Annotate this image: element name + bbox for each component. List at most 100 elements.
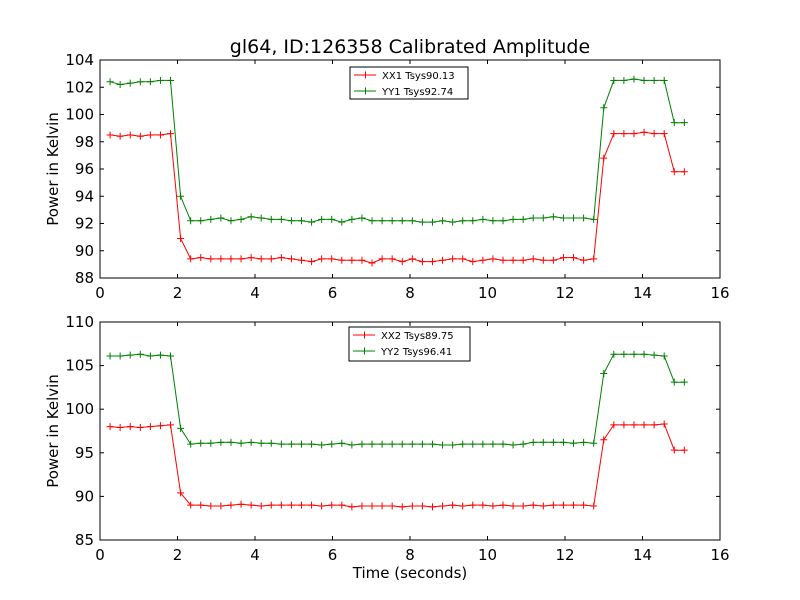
- data-point: [207, 439, 215, 447]
- data-point: [590, 255, 598, 263]
- data-point: [328, 440, 336, 448]
- data-point: [680, 168, 688, 176]
- data-point: [398, 217, 406, 225]
- data-point: [439, 217, 447, 225]
- data-point: [580, 501, 588, 509]
- data-point: [318, 502, 326, 510]
- data-point: [298, 440, 305, 448]
- series-line-1-0: [110, 423, 685, 508]
- data-point: [439, 502, 447, 510]
- data-point: [227, 438, 235, 446]
- data-point: [126, 131, 134, 139]
- data-point: [660, 420, 668, 428]
- data-point: [106, 352, 114, 360]
- series-line-0-0: [110, 131, 685, 264]
- data-point: [590, 215, 598, 223]
- data-point: [136, 132, 144, 140]
- x-tick-label: 10: [478, 284, 497, 302]
- legend-label: YY2 Tsys96.41: [380, 347, 452, 358]
- data-point: [590, 502, 598, 510]
- data-point: [630, 350, 638, 358]
- x-tick-label: 14: [633, 546, 652, 564]
- data-point: [368, 440, 376, 448]
- data-point: [298, 501, 305, 509]
- y-tick-label: 102: [65, 78, 94, 96]
- data-point: [197, 439, 205, 447]
- data-point: [650, 130, 658, 138]
- data-point: [620, 130, 628, 138]
- data-point: [590, 439, 598, 447]
- chart-top: 0 2 4 6 8 10 12 14 16 88 90 92 94 96 98 100 102 104 Power …: [44, 51, 730, 302]
- y-tick-label: 100: [65, 106, 94, 124]
- data-point: [680, 446, 688, 454]
- data-point: [529, 255, 537, 263]
- data-point: [570, 254, 578, 262]
- data-point: [469, 501, 477, 509]
- data-point: [509, 441, 517, 449]
- legend-marker: [362, 87, 369, 95]
- data-point: [237, 215, 245, 223]
- data-point: [267, 501, 275, 509]
- data-point: [640, 76, 648, 84]
- data-point: [650, 76, 658, 84]
- data-point: [217, 438, 225, 446]
- data-point: [650, 351, 658, 359]
- y-axis-label: Power in Kelvin: [44, 112, 62, 226]
- data-point: [247, 501, 255, 509]
- data-point: [489, 502, 497, 510]
- data-point: [580, 214, 588, 222]
- x-tick-label: 16: [710, 546, 729, 564]
- data-point: [549, 501, 557, 509]
- data-point: [650, 421, 658, 429]
- data-point: [267, 255, 275, 263]
- data-point: [358, 440, 366, 448]
- data-point: [459, 217, 467, 225]
- data-point: [237, 500, 245, 508]
- data-point: [408, 217, 416, 225]
- data-point: [670, 446, 678, 454]
- data-point: [620, 350, 628, 358]
- data-point: [197, 501, 205, 509]
- data-point: [469, 258, 477, 266]
- figure-title: gl64, ID:126358 Calibrated Amplitude: [230, 36, 590, 58]
- x-tick-label: 12: [555, 284, 574, 302]
- data-point: [570, 439, 578, 447]
- data-point: [610, 76, 618, 84]
- data-point: [559, 254, 567, 262]
- data-point: [680, 119, 688, 127]
- data-point: [378, 217, 386, 225]
- data-point: [106, 131, 114, 139]
- data-point: [227, 217, 235, 225]
- data-point: [207, 502, 215, 510]
- data-point: [378, 255, 386, 263]
- data-point: [428, 258, 436, 266]
- data-point: [549, 256, 557, 264]
- data-point: [177, 489, 185, 497]
- data-point: [449, 255, 457, 263]
- y-tick-label: 98: [75, 133, 94, 151]
- data-point: [146, 352, 154, 360]
- series-line-1-1: [110, 353, 685, 446]
- data-point: [267, 439, 275, 447]
- data-point: [177, 424, 185, 432]
- data-point: [287, 440, 295, 448]
- legend-label: XX2 Tsys89.75: [381, 331, 454, 342]
- series-line-0-1: [109, 78, 685, 223]
- data-point: [146, 423, 154, 431]
- data-point: [459, 255, 467, 263]
- data-point: [439, 256, 447, 264]
- y-tick-label: 96: [75, 160, 94, 178]
- data-point: [287, 255, 295, 263]
- legend-label: YY1 Tsys92.74: [381, 87, 453, 98]
- data-point: [338, 501, 346, 509]
- data-point: [610, 421, 618, 429]
- data-point: [398, 258, 406, 266]
- data-point: [489, 217, 497, 225]
- data-point: [408, 502, 416, 510]
- data-point: [428, 503, 436, 511]
- data-point: [479, 215, 487, 223]
- legend-marker: [361, 331, 368, 339]
- data-point: [449, 441, 457, 449]
- data-point: [328, 255, 336, 263]
- data-point: [136, 78, 144, 86]
